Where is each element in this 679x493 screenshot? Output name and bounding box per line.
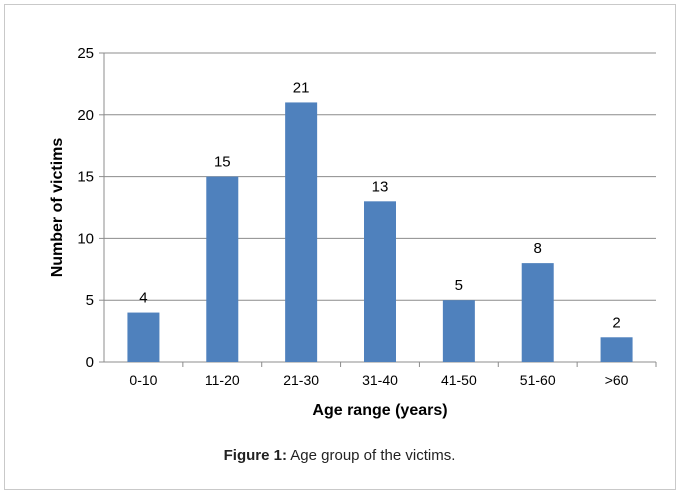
x-tick-label: 51-60 — [520, 372, 556, 388]
x-tick-label: 11-20 — [205, 372, 240, 388]
y-tick-label: 20 — [77, 107, 94, 124]
x-tick-label: 21-30 — [283, 372, 319, 388]
x-tick-label: 41-50 — [441, 372, 477, 388]
data-label: 5 — [455, 277, 463, 294]
x-tick-label: 0-10 — [129, 372, 157, 388]
y-tick-label: 0 — [86, 354, 94, 371]
bar — [206, 176, 239, 362]
x-tick-label: >60 — [605, 372, 629, 388]
bar — [127, 312, 160, 362]
caption-label: Figure 1: — [223, 447, 287, 464]
bar-chart: 0 5 10 15 20 25 4 0-10 15 11-20 21 21-30 13 31-40 5 41-… — [49, 45, 657, 419]
caption-text: Age group of the victims. — [286, 447, 456, 464]
x-tick-label: 31-40 — [362, 372, 398, 388]
data-label: 13 — [372, 178, 389, 195]
y-tick-label: 10 — [77, 230, 94, 247]
figure-caption: Figure 1: Age group of the victims. — [0, 447, 679, 464]
bar — [600, 337, 633, 362]
data-label: 2 — [612, 314, 620, 331]
figure-frame — [4, 4, 676, 490]
data-label: 15 — [214, 154, 231, 171]
bar — [364, 201, 396, 362]
bar — [521, 263, 554, 362]
y-tick-label: 25 — [77, 45, 94, 62]
data-label: 4 — [139, 290, 147, 307]
data-label: 8 — [534, 240, 542, 257]
y-tick-label: 5 — [86, 292, 94, 309]
y-axis-title: Number of victims — [49, 138, 66, 278]
data-label: 21 — [293, 79, 310, 96]
bar — [442, 300, 475, 362]
y-tick-label: 15 — [77, 169, 94, 186]
x-axis-title: Age range (years) — [312, 402, 447, 419]
bar — [285, 102, 318, 362]
